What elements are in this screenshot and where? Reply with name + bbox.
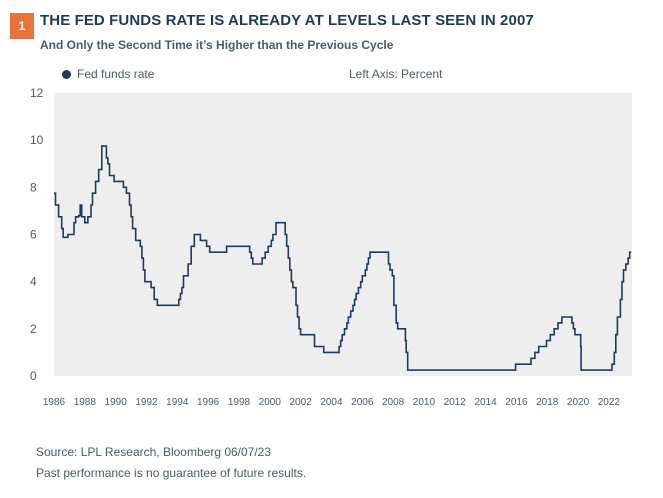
plot-area: [54, 93, 632, 376]
x-tick-label: 1988: [74, 397, 97, 408]
x-tick-label: 2012: [444, 397, 467, 408]
y-tick-label: 12: [30, 86, 44, 100]
axis-unit-note: Left Axis: Percent: [349, 67, 443, 81]
x-axis: 1986 1988 1990 1992 1994 1996 1998 2000 2002 2004…: [43, 397, 621, 408]
series-line-fed-funds-rate: [54, 145, 632, 371]
y-tick-label: 8: [30, 180, 37, 194]
x-tick-label: 2020: [567, 397, 590, 408]
x-tick-label: 2014: [474, 397, 497, 408]
x-tick-label: 2008: [382, 397, 405, 408]
source-note: Source: LPL Research, Bloomberg 06/07/23: [36, 445, 272, 459]
x-tick-label: 1994: [166, 397, 189, 408]
y-tick-label: 6: [30, 228, 37, 242]
x-tick-label: 1986: [43, 397, 66, 408]
x-tick-label: 2002: [289, 397, 312, 408]
x-tick-label: 1992: [135, 397, 158, 408]
y-tick-label: 0: [30, 369, 37, 383]
y-tick-label: 2: [30, 322, 37, 336]
y-axis: 0 2 4 6 8 10 12: [30, 86, 44, 383]
x-tick-label: 2022: [598, 397, 621, 408]
chart-subtitle: And Only the Second Time it’s Higher tha…: [40, 38, 394, 52]
x-tick-label: 1998: [228, 397, 251, 408]
disclaimer: Past performance is no guarantee of futu…: [36, 466, 307, 480]
x-tick-label: 2006: [351, 397, 374, 408]
x-tick-label: 2000: [259, 397, 282, 408]
x-tick-label: 1996: [197, 397, 220, 408]
x-tick-label: 2018: [536, 397, 559, 408]
legend: Fed funds rate: [62, 67, 154, 81]
x-tick-label: 2004: [320, 397, 343, 408]
x-tick-label: 1990: [105, 397, 128, 408]
figure-number-badge: 1: [10, 13, 34, 39]
chart-title: THE FED FUNDS RATE IS ALREADY AT LEVELS …: [40, 12, 534, 29]
x-tick-label: 2010: [413, 397, 436, 408]
y-tick-label: 4: [30, 275, 37, 289]
x-tick-label: 2016: [505, 397, 528, 408]
legend-label-fed-funds-rate: Fed funds rate: [77, 67, 155, 81]
legend-marker-icon: [62, 69, 71, 79]
y-tick-label: 10: [30, 133, 44, 147]
